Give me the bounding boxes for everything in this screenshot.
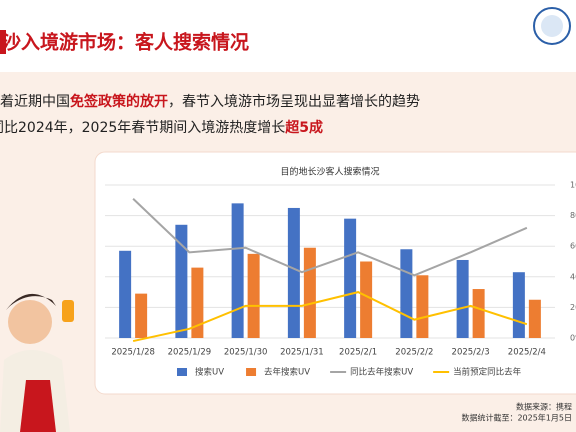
bar xyxy=(400,249,413,338)
phone xyxy=(62,300,74,322)
legend-label: 同比去年搜索UV xyxy=(350,367,413,378)
x-tick-label: 2025/2/2 xyxy=(395,348,433,358)
bullet-text: ，春节入境游市场呈现出显著增长的趋势 xyxy=(168,93,420,110)
bar xyxy=(344,218,357,338)
y2-tick-label: 20% xyxy=(570,303,576,312)
bullet-text: 随着近期中国 xyxy=(0,94,70,110)
dress xyxy=(20,380,56,432)
x-tick-label: 2025/2/3 xyxy=(452,348,490,358)
bar xyxy=(303,247,316,338)
y2-tick-label: 60% xyxy=(570,242,576,251)
bar xyxy=(512,272,525,338)
bullet-text: 同比2024年，2025年春节期间入境游热度增长 xyxy=(0,120,285,136)
bar xyxy=(231,203,244,338)
y2-tick-label: 40% xyxy=(570,272,576,281)
bar xyxy=(528,299,541,338)
bar xyxy=(191,267,204,338)
title-bar xyxy=(0,30,6,54)
legend-label: 搜索UV xyxy=(195,367,224,378)
legend-swatch xyxy=(177,368,187,376)
bar xyxy=(456,259,469,338)
bar xyxy=(135,293,148,338)
legend-label: 去年搜索UV xyxy=(264,367,310,378)
bullet-line: 同比2024年，2025年春节期间入境游热度增长超5成 xyxy=(0,119,323,136)
slide-title: 沙入境游市场：客人搜索情况 xyxy=(2,31,249,54)
x-tick-label: 2025/2/1 xyxy=(339,348,377,358)
legend-label: 当前预定同比去年 xyxy=(453,367,522,378)
logo-inner xyxy=(541,15,563,37)
source-note: 数据统计截至：2025年1月5日 xyxy=(461,413,572,423)
x-tick-label: 2025/1/31 xyxy=(280,348,324,358)
y2-tick-label: 100% xyxy=(570,181,576,190)
y2-tick-label: 0% xyxy=(570,334,576,343)
x-tick-label: 2025/1/30 xyxy=(224,348,268,358)
bar xyxy=(360,261,373,338)
header-band xyxy=(0,0,576,72)
bar xyxy=(175,224,188,338)
face xyxy=(8,300,52,344)
source-note: 数据来源：携程 xyxy=(516,402,572,412)
legend-swatch xyxy=(246,368,257,376)
bar xyxy=(247,253,260,338)
y2-tick-label: 80% xyxy=(570,211,576,220)
bar xyxy=(416,275,429,338)
bullet-line: 随着近期中国免签政策的放开，春节入境游市场呈现出显著增长的趋势 xyxy=(0,93,420,110)
bar xyxy=(287,207,300,338)
bullet-highlight: 免签政策的放开 xyxy=(70,93,168,110)
chart-panel xyxy=(94,151,576,395)
x-tick-label: 2025/1/28 xyxy=(111,348,155,358)
line xyxy=(132,198,528,277)
x-tick-label: 2025/1/29 xyxy=(168,348,212,358)
illustration xyxy=(0,293,74,432)
x-tick-label: 2025/2/4 xyxy=(508,348,546,358)
bar xyxy=(119,250,132,338)
line xyxy=(132,291,528,343)
bar xyxy=(472,289,485,338)
chart-title: 目的地长沙客人搜索情况 xyxy=(280,166,379,178)
bullet-highlight: 超5成 xyxy=(284,119,323,136)
